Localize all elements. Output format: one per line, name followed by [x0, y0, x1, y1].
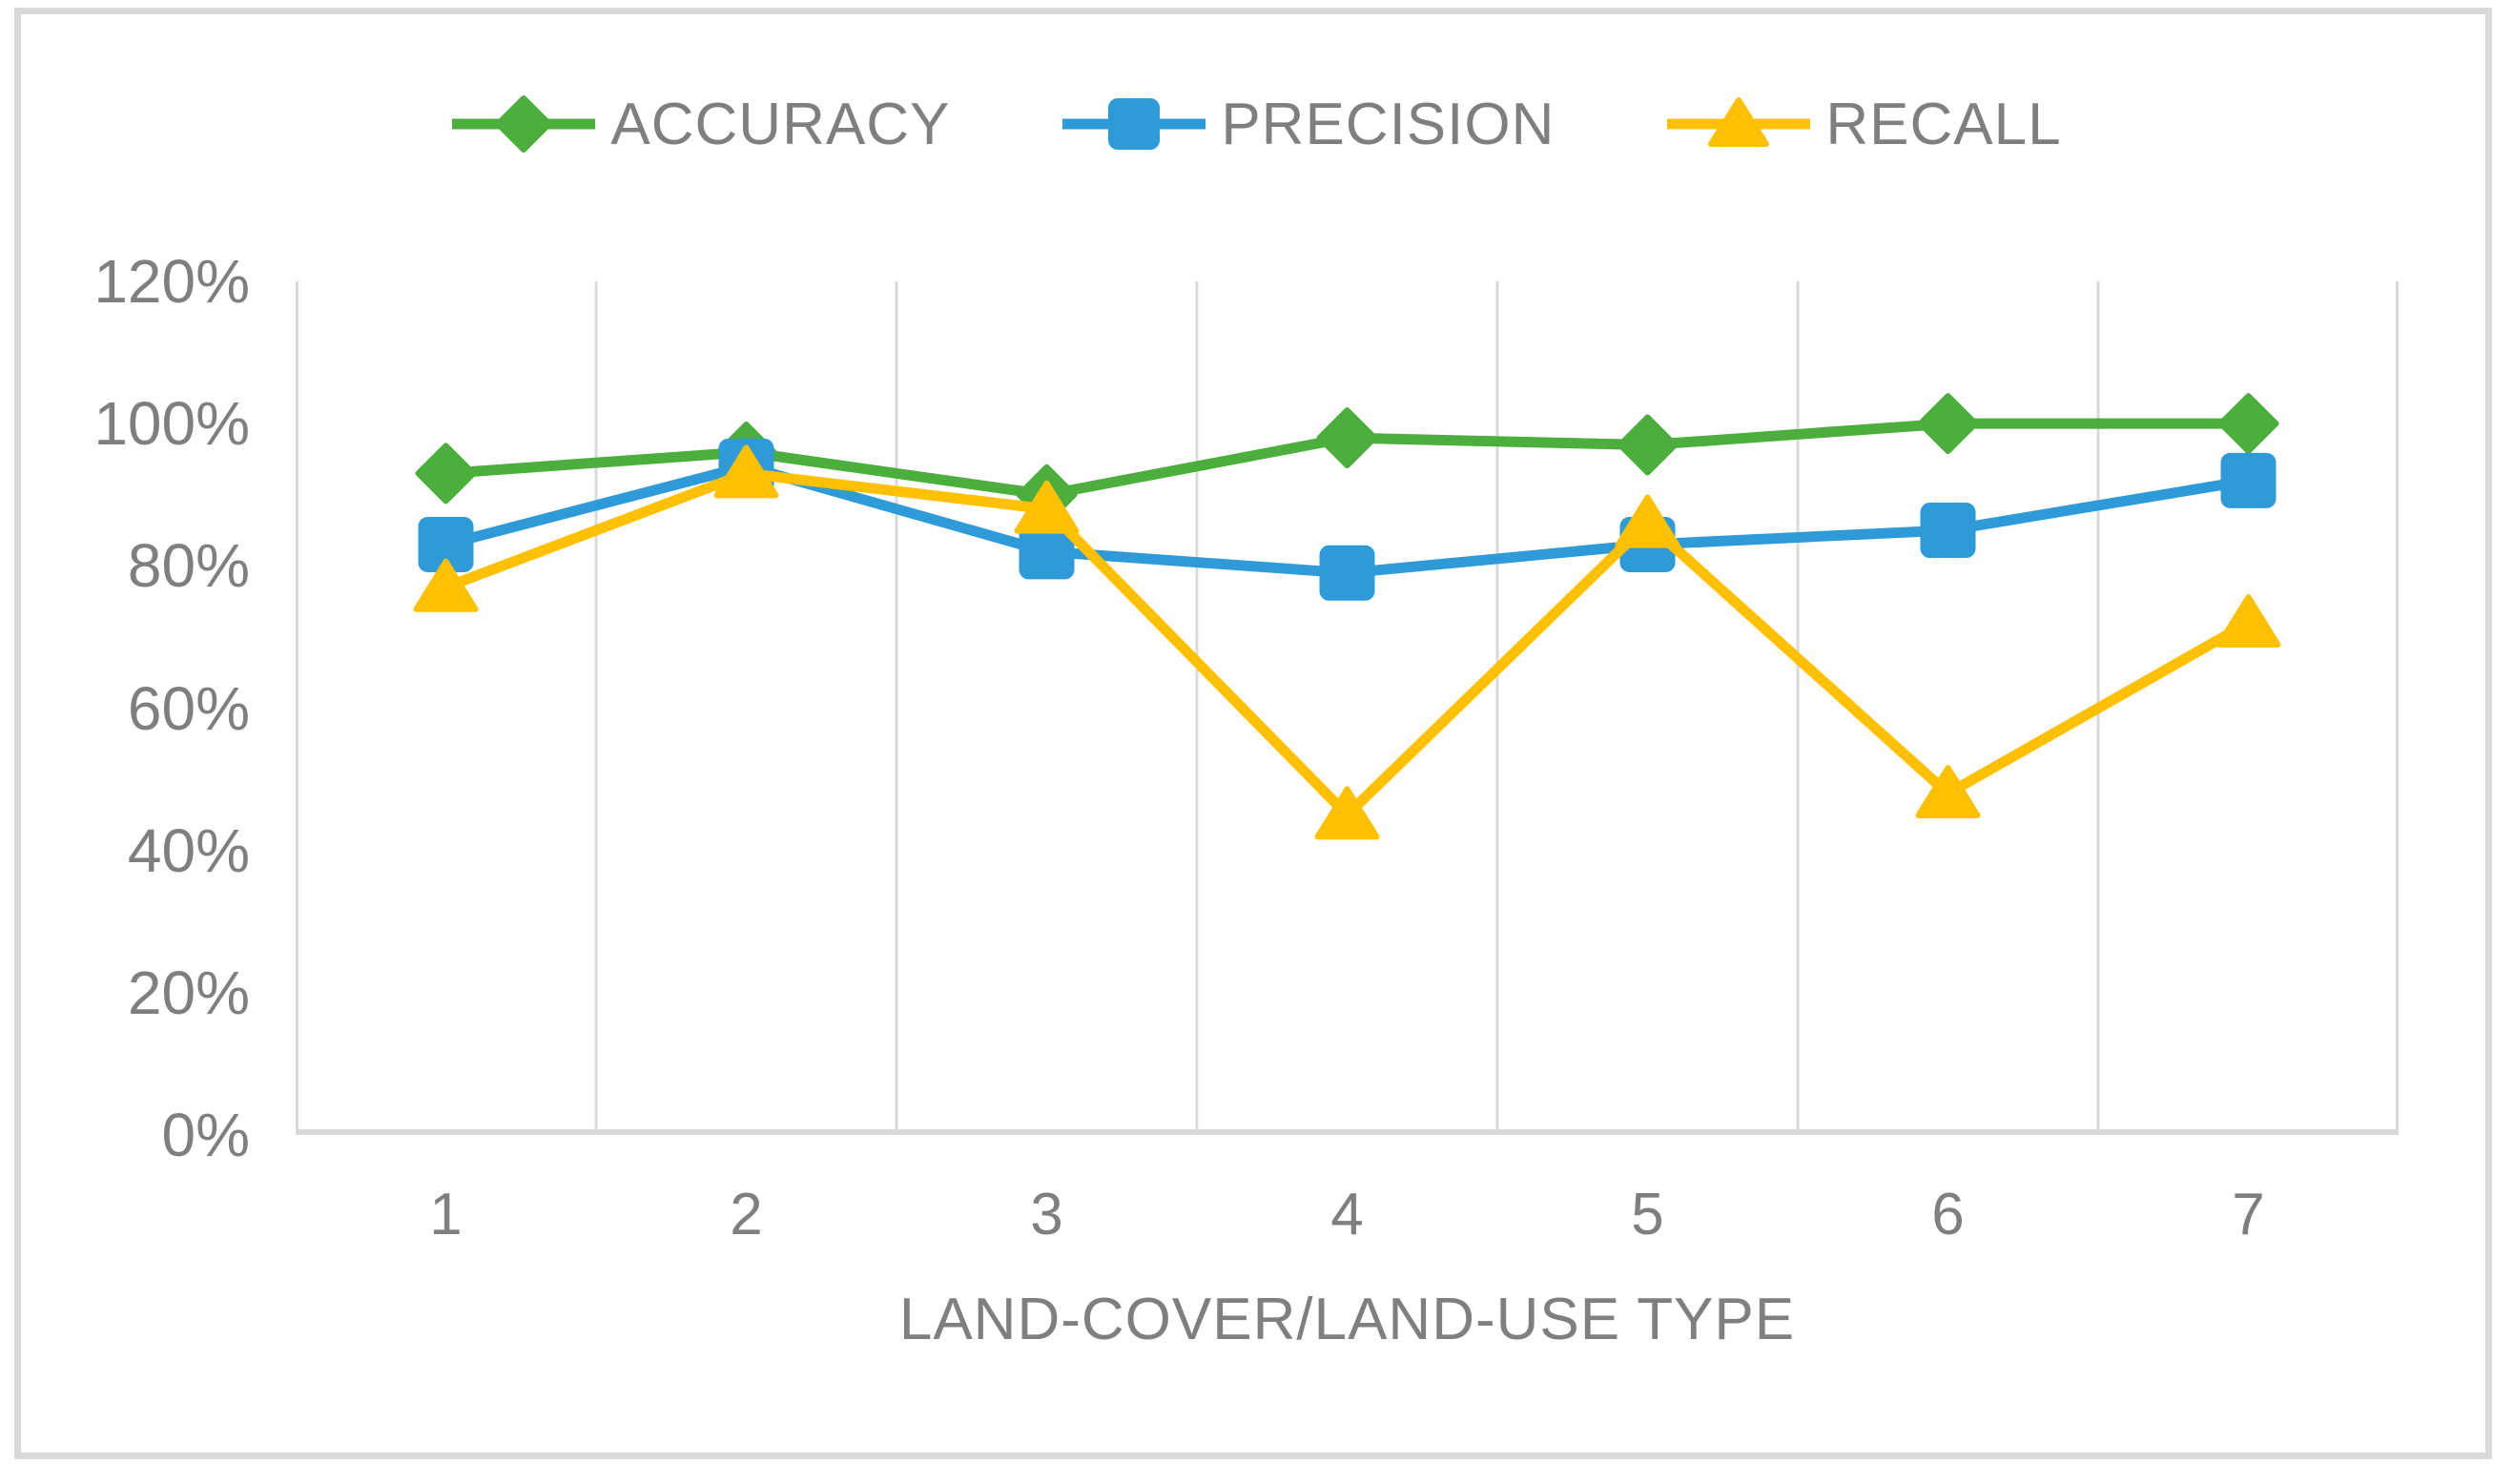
figure-border: [14, 8, 2492, 1459]
plot-area: [296, 281, 2399, 1135]
x-tick-label: 1: [429, 1182, 463, 1247]
y-tick-label: 0%: [161, 1101, 251, 1169]
y-tick-label: 80%: [127, 531, 250, 601]
legend-label-accuracy: ACCURACY: [610, 91, 951, 157]
legend-item-precision: PRECISION: [1062, 88, 1555, 160]
recall-triangle-marker-icon: [1667, 97, 1811, 147]
y-tick-label: 100%: [93, 389, 250, 459]
legend-item-recall: RECALL: [1667, 88, 2061, 160]
accuracy-diamond-marker-icon: [452, 95, 596, 153]
y-axis-tick-labels: 0% 20% 40% 60% 80% 100% 120%: [0, 247, 267, 1169]
x-axis-title: LAND-COVER/LAND-USE TYPE: [898, 1287, 1796, 1352]
x-tick-label: 7: [2232, 1182, 2265, 1247]
legend-item-accuracy: ACCURACY: [452, 88, 950, 160]
legend-label-recall: RECALL: [1825, 91, 2062, 157]
x-tick-label: 3: [1030, 1182, 1063, 1247]
legend: ACCURACY PRECISION RECALL: [0, 88, 2514, 160]
x-tick-label: 4: [1330, 1182, 1364, 1247]
y-tick-label: 40%: [127, 815, 250, 885]
y-tick-label: 60%: [127, 673, 250, 743]
precision-square-marker-icon: [1062, 98, 1206, 150]
x-tick-label: 2: [730, 1182, 763, 1247]
x-tick-label: 5: [1631, 1182, 1664, 1247]
y-tick-label: 120%: [93, 247, 250, 316]
legend-label-precision: PRECISION: [1221, 91, 1556, 157]
x-tick-label: 6: [1931, 1182, 1965, 1247]
x-axis-tick-labels: 1 2 3 4 5 6 7: [296, 1135, 2399, 1249]
y-tick-label: 20%: [127, 958, 250, 1027]
